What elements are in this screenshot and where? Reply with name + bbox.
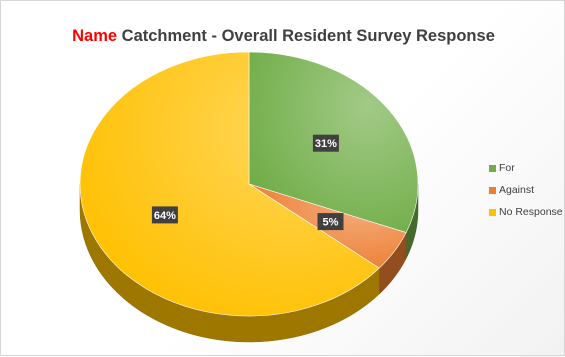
legend-item-against: Against	[489, 179, 563, 201]
data-label-no-response: 64%	[151, 206, 178, 224]
chart-legend: For Against No Response	[489, 157, 563, 223]
legend-item-no-response: No Response	[489, 201, 563, 223]
legend-label: No Response	[499, 206, 563, 218]
chart-title: Name Catchment - Overall Resident Survey…	[1, 27, 565, 46]
svg-text:31%: 31%	[315, 138, 337, 150]
pie-slices	[79, 51, 419, 317]
legend-swatch	[489, 164, 496, 172]
legend-swatch	[489, 208, 496, 216]
legend-label: For	[499, 162, 515, 174]
svg-text:5%: 5%	[323, 217, 339, 229]
data-label-against: 5%	[317, 213, 344, 231]
svg-text:64%: 64%	[154, 210, 176, 222]
legend-item-for: For	[489, 157, 563, 179]
data-label-for: 31%	[312, 134, 339, 152]
chart-title-text: Catchment - Overall Resident Survey Resp…	[121, 27, 495, 45]
chart-title-prefix: Name	[72, 27, 118, 45]
legend-swatch	[489, 186, 496, 194]
data-labels: 31% 5% 64%	[151, 134, 344, 231]
pie-slice-no-response	[79, 51, 380, 317]
legend-label: Against	[499, 184, 535, 196]
